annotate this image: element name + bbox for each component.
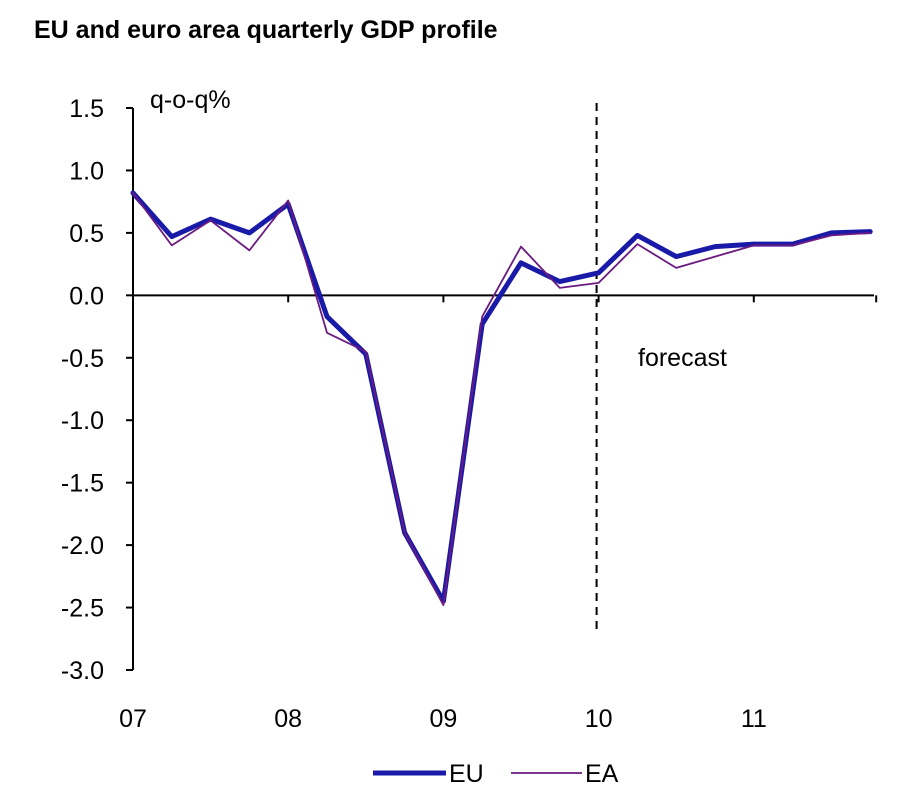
x-tick-label: 08 — [274, 705, 302, 733]
y-tick-label: 1.5 — [69, 95, 104, 123]
chart-legend: EU EA — [373, 760, 619, 788]
legend-label-eu: EU — [449, 760, 484, 788]
y-tick-label: -1.5 — [61, 470, 104, 498]
y-tick-label: -1.0 — [61, 407, 104, 435]
x-tick-label: 10 — [585, 705, 613, 733]
chart-labels: 1.5 1.0 0.5 0.0 -0.5 -1.0 -1.5 -2.0 -2.5 -3.0 07 08… — [61, 86, 767, 733]
y-tick-label: -2.5 — [61, 595, 104, 623]
y-tick-label: -0.5 — [61, 345, 104, 373]
chart-series — [130, 190, 873, 606]
y-tick-label: 1.0 — [69, 157, 104, 185]
forecast-annotation: forecast — [638, 344, 727, 372]
chart-axes — [126, 103, 878, 671]
y-tick-label: -3.0 — [61, 657, 104, 685]
x-tick-label: 09 — [429, 705, 457, 733]
x-tick-label: 07 — [119, 705, 147, 733]
series-line-ea — [132, 192, 872, 606]
legend-label-ea: EA — [585, 760, 619, 788]
y-unit-label: q-o-q% — [150, 86, 231, 114]
y-tick-label: -2.0 — [61, 532, 104, 560]
x-tick-label: 11 — [741, 705, 767, 733]
y-tick-label: 0.5 — [69, 220, 104, 248]
y-tick-label: 0.0 — [69, 282, 104, 310]
series-line-eu — [130, 190, 873, 604]
chart-title: EU and euro area quarterly GDP profile — [34, 16, 498, 44]
